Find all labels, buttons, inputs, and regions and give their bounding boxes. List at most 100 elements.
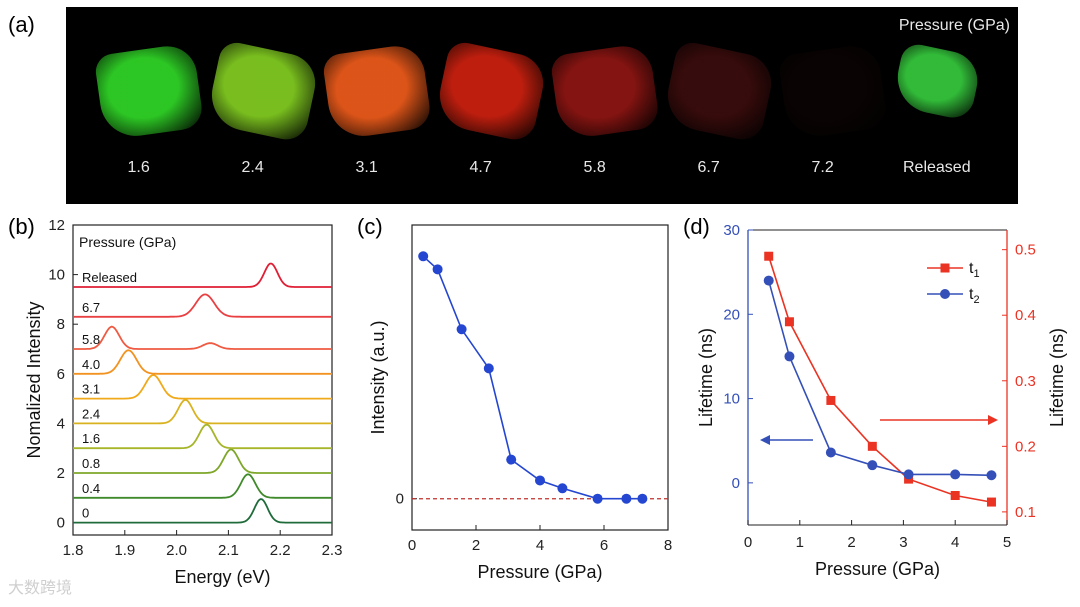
y-tick-label: 6 [57,366,65,383]
chart-d: 0 1 2 3 4 5 0 10 20 30 0.1 0.2 0.3 0.4 0.5 Pressure (GP… [696,222,1067,579]
series-line [73,349,332,375]
x-tick-label: 4 [536,537,544,554]
data-point [621,493,632,504]
series-line [73,423,332,450]
data-point [950,469,961,480]
plot-frame [72,224,333,536]
series-label: 0.8 [82,456,100,471]
sample-photo [549,42,661,141]
series-line [73,293,332,318]
data-point [557,483,568,494]
series-label: Released [82,270,137,285]
series-label: 1.6 [82,431,100,446]
series-label: 5.8 [82,332,100,347]
series-line [73,325,332,350]
data-point [432,264,443,275]
panel-b-letter: (b) [8,214,35,239]
data-point [483,363,494,374]
series-line [73,498,332,524]
x-axis-label: Pressure (GPa) [815,559,940,579]
y-right-tick-label: 0.1 [1015,504,1036,521]
sample-pressure-label: 1.6 [127,159,150,176]
data-point [903,469,914,480]
series-line [767,280,992,477]
y-axis-label: Nomalized Intensity [24,301,44,458]
sample-pressure-label: 5.8 [583,159,606,176]
x-axis-label: Energy (eV) [174,567,270,587]
y-tick-label: 0 [57,515,65,532]
x-tick-label: 4 [951,534,959,551]
series-line [73,262,332,288]
series-label: 2.4 [82,406,100,421]
panel-d-letter: (d) [683,214,710,239]
legend-marker [940,289,950,299]
data-point [867,441,877,451]
data-point [826,395,836,405]
x-tick-label: 2 [847,534,855,551]
data-point [784,317,794,327]
data-point [950,491,960,500]
y-tick-label: 4 [57,415,65,432]
data-point [867,460,878,471]
data-point [784,351,795,362]
data-point [764,251,774,261]
data-point [456,324,467,335]
photo-strip: Pressure (GPa) 1.6 2.4 3.1 4.7 5.8 6.7 7.2 Rele… [66,7,1018,204]
x-axis-label: Pressure (GPa) [477,562,602,582]
series-line [422,255,643,500]
y-tick-label: 2 [57,465,65,482]
x-tick-label: 1 [796,534,804,551]
x-tick-label: 0 [744,534,752,551]
x-tick-label: 0 [408,537,416,554]
series-label: 0 [82,506,89,521]
data-point [763,275,774,286]
x-tick-label: 2.0 [166,542,187,559]
data-point [418,251,429,262]
x-tick-label: 2.2 [270,542,291,559]
chart-b: 1.8 1.9 2.0 2.1 2.2 2.3 0 2 4 6 8 10 12 Energy (eV) No… [24,217,342,587]
x-tick-label: 6 [600,537,608,554]
legend-marker [940,263,950,273]
y-tick-label: 10 [723,391,740,408]
series-line [73,448,332,474]
panel-c-letter: (c) [357,214,383,239]
series-label: 4.0 [82,357,100,372]
y-right-tick-label: 0.5 [1015,242,1036,259]
data-point [506,454,517,465]
series-line [767,255,992,503]
data-point [535,475,545,486]
data-point [825,447,836,458]
sample-pressure-label: 4.7 [469,159,492,176]
y-right-tick-label: 0.4 [1015,307,1036,324]
x-tick-label: 8 [664,537,672,554]
series-line [73,374,332,400]
series-line [73,473,332,499]
y-axis-label: Intensity (a.u.) [368,320,388,434]
sample-photo [777,42,889,141]
legend-label: t2 [969,286,980,306]
series-line [73,398,332,425]
sample-pressure-label: 3.1 [355,159,378,176]
chart-c: 0 2 4 6 8 0 Pressure (GPa) Intensity (a.u.) [368,224,672,582]
legend-label: t1 [969,260,980,280]
sample-photo [321,42,433,141]
sample-pressure-label: 2.4 [241,159,264,176]
data-point [637,493,648,504]
x-tick-label: 3 [899,534,907,551]
sample-photo [661,39,777,144]
data-point [986,470,997,481]
x-tick-label: 5 [1003,534,1011,551]
photo-strip-header: Pressure (GPa) [898,17,1010,34]
sample-photo [891,41,983,122]
y-right-axis-label: Lifetime (ns) [1047,328,1067,427]
sample-pressure-label: Released [903,159,971,176]
y-axis-label: Lifetime (ns) [696,328,716,427]
y-tick-label: 0 [732,475,740,492]
y-tick-label: 8 [57,316,65,333]
watermark: 大数跨境 [8,578,73,597]
sample-photo [433,39,549,144]
y-right-tick-label: 0.3 [1015,373,1036,390]
right-axis-arrow-head [988,415,998,425]
x-tick-label: 2 [472,537,480,554]
sample-photo [205,39,321,144]
